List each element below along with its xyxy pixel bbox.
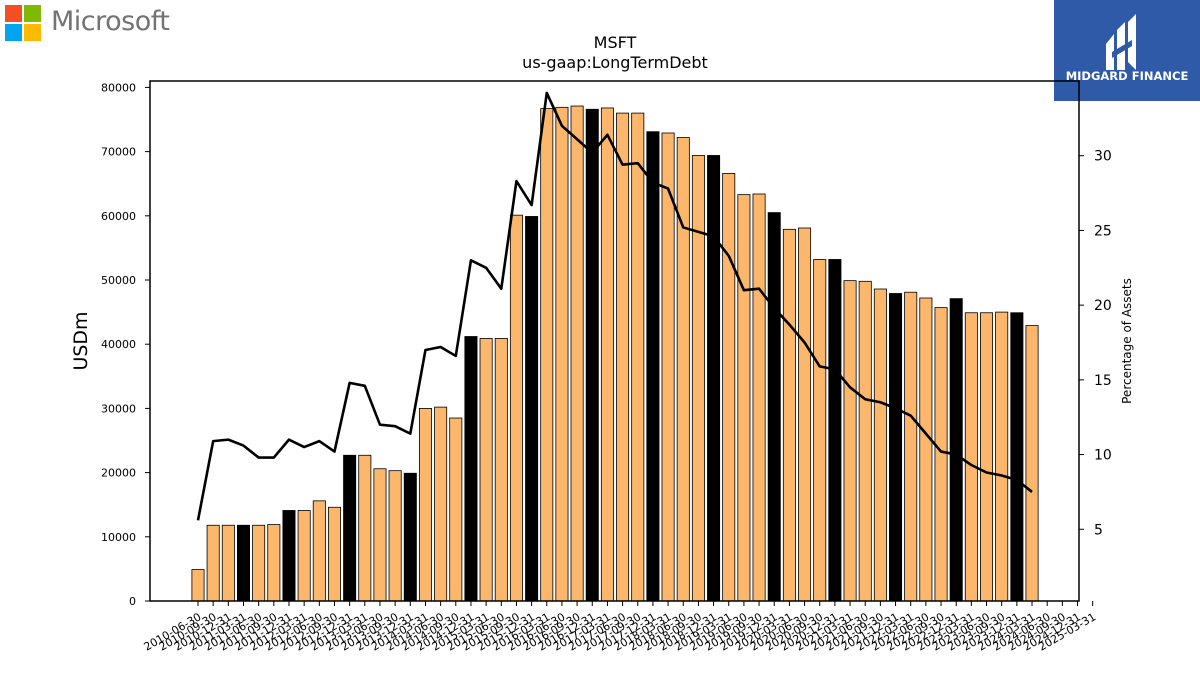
y-axis-left: 0 10000 20000 30000 40000 50000 60000 70000 8000…	[101, 81, 150, 608]
bar-2016-03-31	[540, 108, 554, 602]
microsoft-wordmark: Microsoft	[51, 6, 170, 37]
bar-2020-09-30	[813, 259, 827, 602]
bar-2022-09-30	[934, 307, 948, 602]
bar-2022-06-30	[919, 297, 933, 602]
bar-2020-03-31	[782, 228, 796, 602]
x-axis: 2010-06-302010-09-302010-12-312011-03-31…	[142, 601, 1098, 654]
bar-2017-09-30	[631, 112, 645, 602]
y-tick-label: 30000	[101, 402, 136, 415]
bar-2022-12-31	[949, 298, 963, 602]
bar-2018-12-31	[707, 155, 721, 602]
bar-2018-03-31	[661, 132, 675, 602]
bar-2011-09-30	[267, 524, 281, 602]
midgard-finance-logo: MIDGARD FINANCE	[1054, 0, 1200, 101]
bar-2013-06-30	[373, 468, 387, 602]
bar-2010-06-30	[191, 569, 205, 602]
bar-2012-03-31	[297, 510, 311, 602]
bar-2015-06-30	[494, 338, 508, 602]
bar-2020-12-31	[828, 259, 842, 602]
chart-subtitle: us-gaap:LongTermDebt	[522, 53, 708, 72]
y2-tick-label: 5	[1094, 522, 1103, 538]
bar-2019-12-31	[767, 212, 781, 602]
bar-2014-12-31	[464, 336, 478, 602]
bar-2024-03-31	[1025, 325, 1039, 602]
bar-2014-09-30	[449, 417, 463, 602]
ms-square-blue	[5, 24, 22, 41]
bar-2016-06-30	[555, 106, 569, 602]
bar-2021-09-30	[873, 288, 887, 602]
y-tick-label: 20000	[101, 467, 136, 480]
plot-frame	[149, 80, 1080, 602]
bar-2021-06-30	[858, 280, 872, 602]
bar-2013-12-31	[403, 472, 417, 602]
bar-2011-12-31	[282, 510, 296, 602]
bar-2023-06-30	[980, 312, 994, 602]
line-percentage-of-assets	[196, 91, 1033, 521]
y2-tick-label: 30	[1094, 149, 1112, 165]
bar-2016-09-30	[570, 105, 584, 602]
y2-axis-label: Percentage of Assets	[1120, 278, 1134, 404]
bar-2023-12-31	[1010, 312, 1024, 602]
y2-tick-label: 25	[1094, 223, 1112, 239]
bar-2014-06-30	[434, 406, 448, 602]
y-tick-label: 10000	[101, 531, 136, 544]
y-tick-label: 60000	[101, 210, 136, 223]
bar-2011-06-30	[252, 524, 266, 602]
microsoft-logo: Microsoft	[4, 4, 184, 41]
bar-2015-03-31	[479, 338, 493, 602]
ms-square-green	[24, 5, 41, 22]
bar-2021-12-31	[889, 293, 903, 602]
bar-2010-12-31	[221, 524, 235, 602]
bar-2022-03-31	[904, 291, 918, 602]
ms-square-yellow	[24, 24, 41, 41]
bar-2017-12-31	[646, 131, 660, 602]
bar-2012-06-30	[312, 500, 326, 602]
bar-2023-03-31	[964, 312, 978, 602]
bar-2019-03-31	[722, 173, 736, 602]
bar-2017-06-30	[616, 112, 630, 602]
y-tick-label: 80000	[101, 81, 136, 94]
bar-2018-06-30	[676, 137, 690, 602]
bar-2011-03-31	[236, 524, 250, 602]
ms-square-red	[5, 5, 22, 22]
bar-2013-09-30	[388, 470, 402, 602]
y-tick-label: 70000	[101, 146, 136, 159]
bar-2015-12-31	[525, 216, 539, 602]
y-tick-label: 40000	[101, 338, 136, 351]
midgard-wordmark: MIDGARD FINANCE	[1066, 69, 1189, 83]
midgard-emblem-icon	[1106, 14, 1136, 70]
y2-tick-label: 10	[1094, 448, 1112, 464]
bar-2013-03-31	[358, 454, 372, 602]
bar-2018-09-30	[691, 155, 705, 602]
bar-2020-06-30	[798, 227, 812, 602]
bar-2014-03-31	[418, 408, 432, 602]
bar-series	[191, 105, 1039, 602]
y-axis-label: USDm	[70, 311, 92, 370]
y2-tick-label: 20	[1094, 298, 1112, 314]
bar-2023-09-30	[995, 311, 1009, 602]
bar-2019-06-30	[737, 194, 751, 602]
y-tick-label: 50000	[101, 274, 136, 287]
line-series	[196, 91, 1033, 521]
bar-2012-12-31	[343, 454, 357, 602]
y2-tick-label: 15	[1094, 373, 1112, 389]
chart-title: MSFT	[594, 33, 637, 52]
bar-2016-12-31	[585, 108, 599, 602]
y-tick-label: 0	[129, 595, 136, 608]
bar-2019-09-30	[752, 193, 766, 602]
bar-2015-09-30	[509, 214, 523, 602]
y-axis-right: 5 10 15 20 25 30	[1079, 149, 1112, 538]
bar-2021-03-31	[843, 280, 857, 602]
bar-2012-09-30	[327, 506, 341, 602]
bar-2010-09-30	[206, 524, 220, 602]
bar-2017-03-31	[600, 107, 614, 602]
